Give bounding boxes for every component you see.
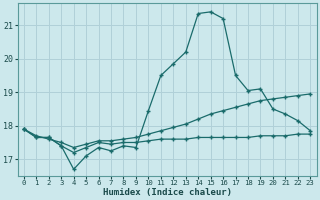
X-axis label: Humidex (Indice chaleur): Humidex (Indice chaleur): [103, 188, 232, 197]
